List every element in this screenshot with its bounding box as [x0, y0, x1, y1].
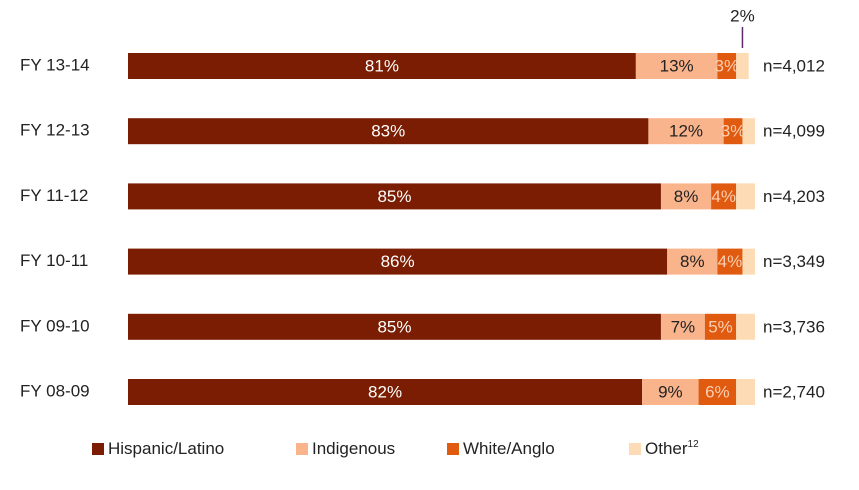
- category-label: FY 11-12: [20, 186, 88, 205]
- legend-swatch: [92, 443, 104, 455]
- category-label: FY 12-13: [20, 121, 90, 140]
- legend-swatch: [447, 443, 459, 455]
- bar-segment: [723, 118, 743, 145]
- category-label: FY 08-09: [20, 381, 90, 400]
- value-label: 85%: [377, 187, 411, 206]
- value-label: 85%: [377, 317, 411, 336]
- category-label: FY 10-11: [20, 251, 88, 270]
- value-label: 4%: [718, 252, 743, 271]
- legend-label: Hispanic/Latino: [108, 439, 224, 458]
- n-label: n=3,736: [763, 317, 825, 336]
- value-label: 3%: [721, 122, 746, 141]
- value-label: 8%: [674, 187, 699, 206]
- value-label: 82%: [368, 382, 402, 401]
- value-label: 4%: [711, 187, 736, 206]
- bar-segment: [128, 183, 661, 210]
- value-label: 81%: [365, 56, 399, 75]
- value-label: 3%: [714, 56, 739, 75]
- n-label: n=2,740: [763, 382, 825, 401]
- bar-segment: [704, 313, 737, 340]
- value-label: 13%: [660, 56, 694, 75]
- value-label: 6%: [705, 382, 730, 401]
- bar-segment: [128, 379, 643, 405]
- legend-swatch: [296, 443, 308, 455]
- legend-name: Hispanic/Latino: [108, 439, 224, 458]
- bar-segment: [736, 183, 755, 210]
- legend-name: Other: [645, 439, 688, 458]
- bar-segment: [128, 118, 649, 145]
- category-label: FY 09-10: [20, 316, 90, 335]
- bar-segment: [736, 313, 755, 340]
- bar-segment: [635, 53, 718, 79]
- bar-segment: [742, 248, 755, 275]
- n-label: n=4,099: [763, 122, 825, 141]
- bar-segment: [698, 379, 737, 405]
- legend-note: 12: [688, 439, 700, 450]
- bar-segment: [128, 313, 661, 340]
- category-label: FY 13-14: [20, 55, 90, 74]
- value-label: 2%: [730, 6, 755, 25]
- n-label: n=4,012: [763, 56, 825, 75]
- bar-segment: [648, 118, 724, 145]
- bar-segment: [711, 183, 737, 210]
- n-label: n=4,203: [763, 187, 825, 206]
- value-label: 8%: [680, 252, 705, 271]
- legend-label: Indigenous: [312, 439, 395, 458]
- value-label: 9%: [658, 382, 683, 401]
- value-label: 12%: [669, 122, 703, 141]
- legend-label: White/Anglo: [463, 439, 555, 458]
- bar-segment: [660, 183, 712, 210]
- bar-segment: [642, 379, 699, 405]
- bar-segment: [660, 313, 705, 340]
- value-label: 83%: [371, 122, 405, 141]
- value-label: 5%: [708, 317, 733, 336]
- bar-segment: [736, 379, 755, 405]
- legend-name: Indigenous: [312, 439, 395, 458]
- legend-label: Other12: [645, 439, 699, 459]
- n-label: n=3,349: [763, 252, 825, 271]
- value-label: 86%: [381, 252, 415, 271]
- bar-segment: [717, 53, 737, 79]
- bar-segment: [736, 53, 749, 79]
- value-label: 7%: [671, 317, 696, 336]
- legend-swatch: [629, 443, 641, 455]
- legend-name: White/Anglo: [463, 439, 555, 458]
- bar-segment: [128, 248, 668, 275]
- bar-segment: [742, 118, 755, 145]
- bar-segment: [717, 248, 743, 275]
- bar-segment: [128, 53, 636, 79]
- bar-segment: [667, 248, 718, 275]
